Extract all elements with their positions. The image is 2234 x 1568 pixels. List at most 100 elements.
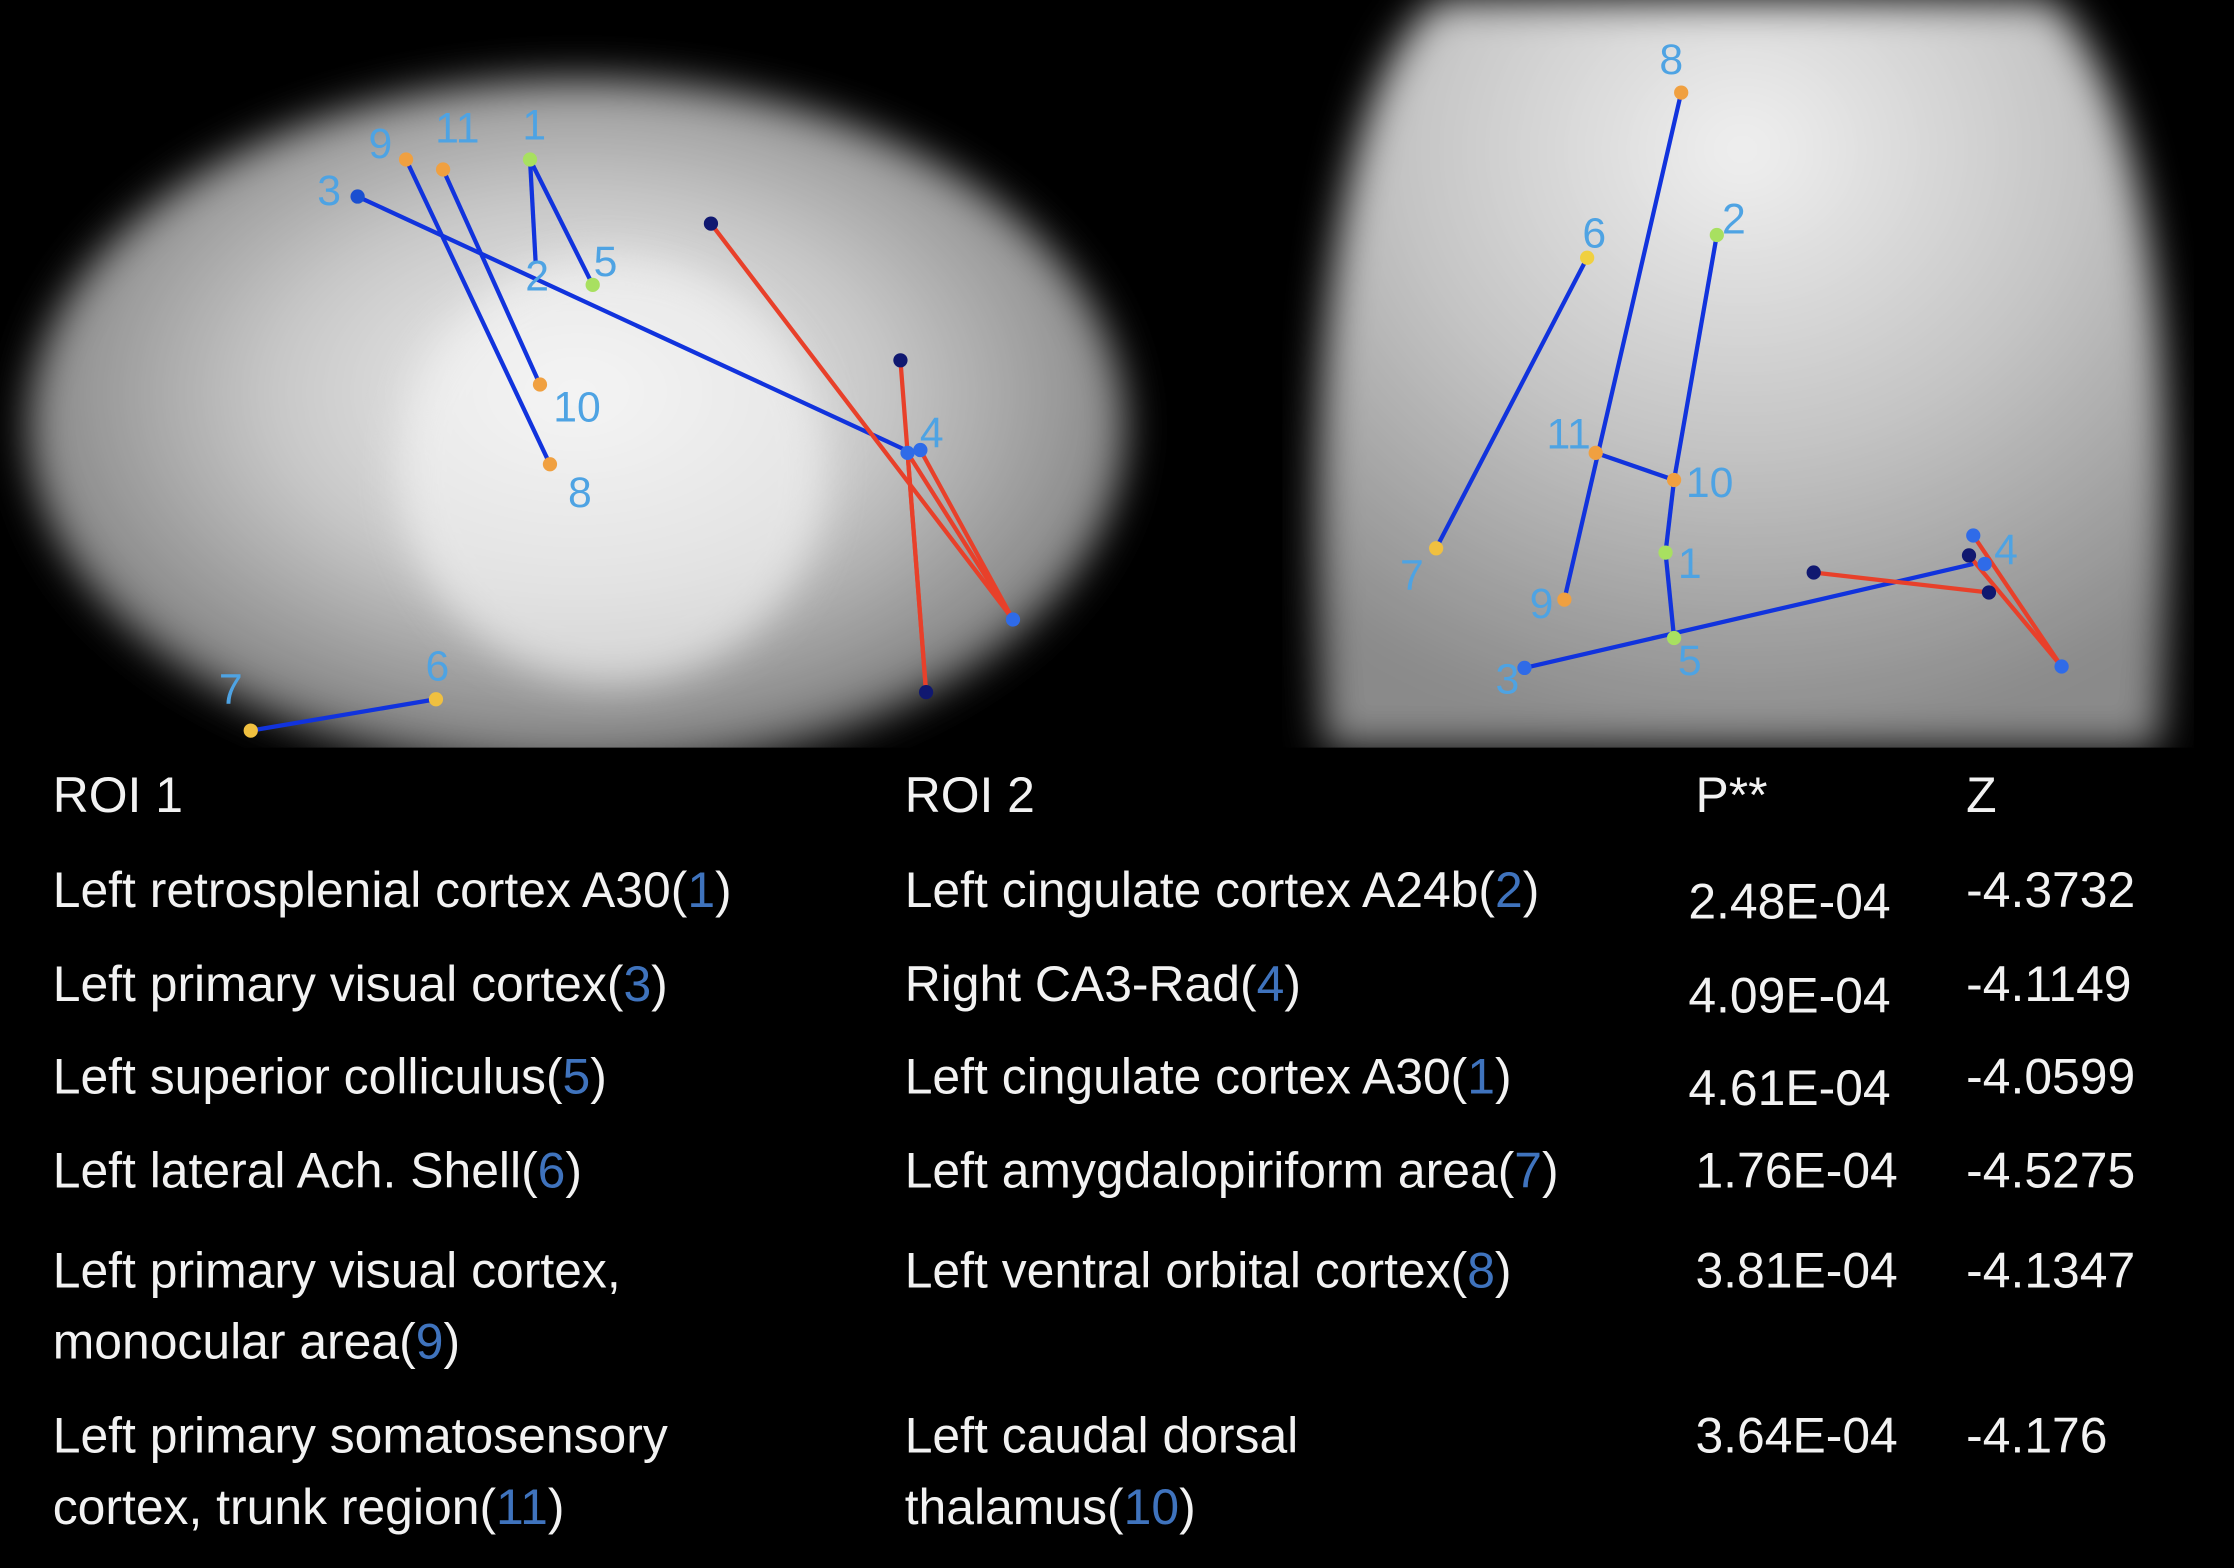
z-value: -4.176: [1966, 1408, 2107, 1464]
roi-name: ): [651, 956, 668, 1012]
roi-name: cortex, trunk region(: [53, 1479, 497, 1535]
roi-name: Right CA3-Rad(: [905, 956, 1257, 1012]
cell-text: Left retrosplenial cortex A30(1): [53, 862, 732, 918]
roi-name: ): [548, 1479, 565, 1535]
node-dot: [2054, 659, 2069, 674]
connection: [527, 159, 538, 264]
column-header: P**: [1695, 767, 1767, 823]
cell-text: thalamus(10): [905, 1479, 1196, 1535]
connection: [1813, 570, 1990, 595]
node-dot: [1981, 585, 1997, 600]
node-dot: [350, 189, 365, 204]
node-label: 5: [1678, 637, 1702, 685]
roi-name: ): [1495, 1242, 1512, 1298]
connection: [918, 449, 1015, 621]
roi-name: ): [1284, 956, 1301, 1012]
p-value: 3.64E-04: [1695, 1408, 1897, 1464]
z-value: -4.3732: [1966, 862, 2135, 918]
p-value: 4.09E-04: [1688, 968, 1890, 1024]
node-dot: [1709, 227, 1724, 243]
cell-text: Left amygdalopiriform area(7): [905, 1143, 1559, 1199]
node-label: 6: [426, 643, 450, 691]
node-dot: [1806, 565, 1821, 580]
column-header: ROI 1: [53, 767, 183, 823]
roi-name: Left retrosplenial cortex A30(: [53, 862, 688, 918]
roi-index: 4: [1257, 956, 1285, 1012]
connection: [1971, 534, 2064, 668]
roi-name: ): [1523, 862, 1540, 918]
node-label: 8: [568, 469, 592, 517]
node-label: 5: [594, 238, 618, 286]
node-dot: [1666, 472, 1682, 488]
column-header: Z: [1966, 767, 1996, 823]
connection: [404, 158, 552, 466]
node-dot: [428, 692, 444, 707]
p-value: 1.76E-04: [1695, 1143, 1897, 1199]
node-label: 4: [920, 409, 944, 457]
node-label: 7: [1400, 551, 1424, 599]
node-label: 1: [1678, 540, 1702, 588]
node-dot: [1517, 660, 1532, 676]
node-dot: [1580, 250, 1595, 265]
roi-index: 1: [1467, 1049, 1495, 1105]
node-dot: [1977, 556, 1992, 572]
connection: [1967, 554, 2064, 668]
node-label: 1: [522, 101, 546, 149]
node-label: 3: [1495, 655, 1519, 703]
roi-name: Left cingulate cortex A24b(: [905, 862, 1496, 918]
z-value: -4.1347: [1966, 1242, 2135, 1298]
node-dot: [1557, 592, 1572, 607]
node-dot: [703, 216, 719, 231]
cell-text: Left primary somatosensory: [53, 1408, 668, 1464]
node-dot: [900, 445, 915, 461]
roi-name: Left superior colliculus(: [53, 1049, 563, 1105]
cell-text: Left primary visual cortex(3): [53, 956, 668, 1012]
cell-text: Left superior colliculus(5): [53, 1049, 607, 1105]
node-label: 6: [1582, 210, 1606, 258]
node-dot: [1005, 612, 1021, 627]
roi-name: Left primary visual cortex(: [53, 956, 624, 1012]
p-value: 4.61E-04: [1688, 1060, 1890, 1116]
table: ROI 1 ROI 2 P** Z Left retrosplenial cortex …: [53, 767, 2136, 1535]
cell-text: Left cingulate cortex A30(1): [905, 1049, 1512, 1105]
connection: [1434, 256, 1590, 550]
connection: [709, 222, 1015, 621]
roi-name: ): [715, 862, 732, 918]
connection: [528, 158, 595, 286]
roi-name: ): [1495, 1049, 1512, 1105]
roi-name: thalamus(: [905, 1479, 1124, 1535]
roi-index: 3: [623, 956, 651, 1012]
z-value: -4.5275: [1966, 1143, 2135, 1199]
p-value: 2.48E-04: [1688, 874, 1890, 930]
z-value: -4.1149: [1966, 956, 2131, 1012]
node-dot: [1966, 528, 1981, 543]
node-label: 9: [1530, 580, 1554, 628]
node-label: 10: [553, 383, 601, 431]
cell-text: Left ventral orbital cortex(8): [905, 1242, 1512, 1298]
connection: [1663, 479, 1677, 553]
node-dot: [1961, 548, 1977, 563]
node-label: 9: [369, 120, 393, 168]
node-dot: [585, 277, 600, 292]
connection: [1562, 92, 1684, 601]
roi-index: 5: [563, 1049, 591, 1105]
node-dot: [913, 442, 928, 458]
node-label: 7: [219, 665, 243, 713]
connection: [1595, 450, 1675, 482]
roi-name: ): [590, 1049, 607, 1105]
cell-text: monocular area(9): [53, 1314, 460, 1370]
cell-text: cortex, trunk region(11): [53, 1479, 565, 1535]
roi-name: Left amygdalopiriform area(: [905, 1143, 1515, 1199]
node-label: 10: [1686, 459, 1734, 507]
right-brain-image: [1317, 0, 2167, 748]
roi-name: Left primary somatosensory: [53, 1408, 668, 1464]
node-label: 4: [1994, 526, 2018, 574]
roi-name: ): [1179, 1479, 1196, 1535]
node-dot: [1674, 85, 1689, 100]
roi-index: 9: [416, 1314, 444, 1370]
cell-text: Left caudal dorsal: [905, 1408, 1299, 1464]
roi-name: ): [1542, 1143, 1559, 1199]
connection: [905, 452, 929, 693]
